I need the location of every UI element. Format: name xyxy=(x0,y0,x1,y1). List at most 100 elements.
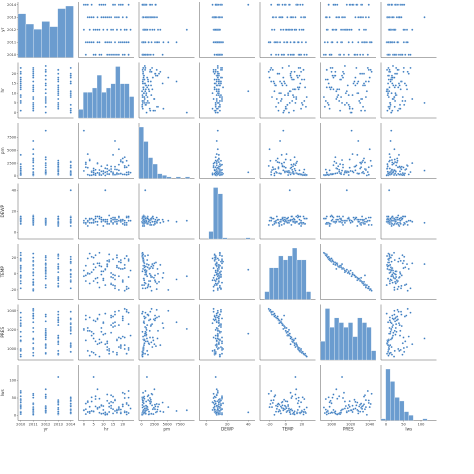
scatter-point xyxy=(387,215,390,218)
y-tick-label: 15 xyxy=(12,82,17,86)
scatter-point xyxy=(150,84,153,87)
scatter-point xyxy=(270,96,274,99)
scatter-point xyxy=(297,346,300,350)
scatter-point xyxy=(276,157,279,160)
scatter-point xyxy=(117,219,120,222)
scatter-point xyxy=(19,101,22,104)
scatter-point xyxy=(146,99,149,102)
scatter-point xyxy=(358,99,361,102)
scatter-point xyxy=(388,257,391,260)
scatter-point xyxy=(398,217,401,220)
scatter-point xyxy=(44,99,47,102)
scatter-point xyxy=(217,266,220,269)
scatter-point xyxy=(32,70,35,73)
scatter-point xyxy=(343,221,346,224)
scatter-point xyxy=(300,411,303,414)
y-tick-label: 50 xyxy=(12,396,17,400)
scatter-point xyxy=(336,96,339,99)
scatter-point xyxy=(57,97,60,101)
scatter-point xyxy=(325,68,328,71)
scatter-point xyxy=(217,280,220,283)
scatter-point xyxy=(335,262,338,265)
y-tick-label: 5 xyxy=(14,101,16,105)
scatter-point xyxy=(82,169,85,172)
scatter-point xyxy=(96,28,99,31)
scatter-point xyxy=(394,320,397,323)
scatter-point xyxy=(323,105,326,108)
scatter-point xyxy=(219,82,222,85)
scatter-point xyxy=(117,288,120,291)
hist-bar xyxy=(33,29,42,58)
scatter-point xyxy=(394,99,397,102)
scatter-point xyxy=(69,411,72,414)
scatter-point xyxy=(216,107,219,110)
scatter-point xyxy=(19,389,22,393)
scatter-point xyxy=(215,264,218,267)
scatter-point xyxy=(157,403,161,406)
scatter-point xyxy=(406,70,409,73)
scatter-point xyxy=(213,253,216,256)
scatter-point xyxy=(90,217,93,220)
scatter-point xyxy=(359,218,362,221)
scatter-point xyxy=(214,402,217,405)
scatter-point xyxy=(88,405,91,408)
scatter-point xyxy=(297,41,300,44)
scatter-point xyxy=(151,66,154,69)
scatter-point xyxy=(392,331,395,334)
scatter-point xyxy=(19,70,22,73)
scatter-point xyxy=(44,217,47,220)
scatter-point xyxy=(303,168,306,171)
scatter-point xyxy=(325,221,328,224)
scatter-point xyxy=(334,172,337,175)
scatter-point xyxy=(342,391,346,394)
scatter-point xyxy=(153,97,156,101)
scatter-point xyxy=(405,84,408,87)
scatter-point xyxy=(69,268,72,271)
scatter-point xyxy=(86,400,89,403)
scatter-point xyxy=(336,218,339,221)
scatter-point xyxy=(280,153,283,156)
cell-pm-vs-PRES xyxy=(320,123,376,179)
scatter-point xyxy=(150,70,153,73)
hist-bar xyxy=(282,259,288,300)
scatter-point xyxy=(349,221,352,224)
scatter-point xyxy=(331,173,334,176)
scatter-point xyxy=(167,219,170,222)
scatter-point xyxy=(44,388,47,391)
scatter-point xyxy=(325,28,328,31)
scatter-point xyxy=(32,173,35,176)
scatter-point xyxy=(69,72,72,75)
scatter-point xyxy=(391,269,395,272)
scatter-point xyxy=(220,396,224,399)
scatter-point xyxy=(102,333,105,336)
scatter-point xyxy=(32,396,35,399)
scatter-point xyxy=(391,109,394,112)
scatter-point xyxy=(153,403,156,406)
scatter-point xyxy=(115,218,118,221)
scatter-point xyxy=(123,289,126,292)
scatter-point xyxy=(150,16,153,19)
scatter-point xyxy=(19,88,22,91)
scatter-point xyxy=(219,159,222,162)
scatter-point xyxy=(340,28,343,31)
scatter-point xyxy=(69,273,72,276)
scatter-point xyxy=(394,218,397,221)
scatter-point xyxy=(401,254,404,257)
cell-yr-vs-hr xyxy=(78,2,134,58)
y-axis-label: PRES xyxy=(0,327,5,338)
scatter-point xyxy=(328,222,331,225)
scatter-point xyxy=(213,284,216,287)
scatter-point xyxy=(151,263,154,266)
scatter-point xyxy=(390,222,393,225)
scatter-point xyxy=(147,80,150,83)
hist-bar xyxy=(106,87,112,119)
scatter-point xyxy=(215,90,218,93)
scatter-point xyxy=(115,28,118,31)
scatter-point xyxy=(117,148,120,151)
scatter-point xyxy=(144,254,147,258)
scatter-point xyxy=(388,105,391,108)
y-tick-label: 20 xyxy=(12,256,17,260)
scatter-point xyxy=(108,16,111,19)
scatter-point xyxy=(32,96,35,99)
